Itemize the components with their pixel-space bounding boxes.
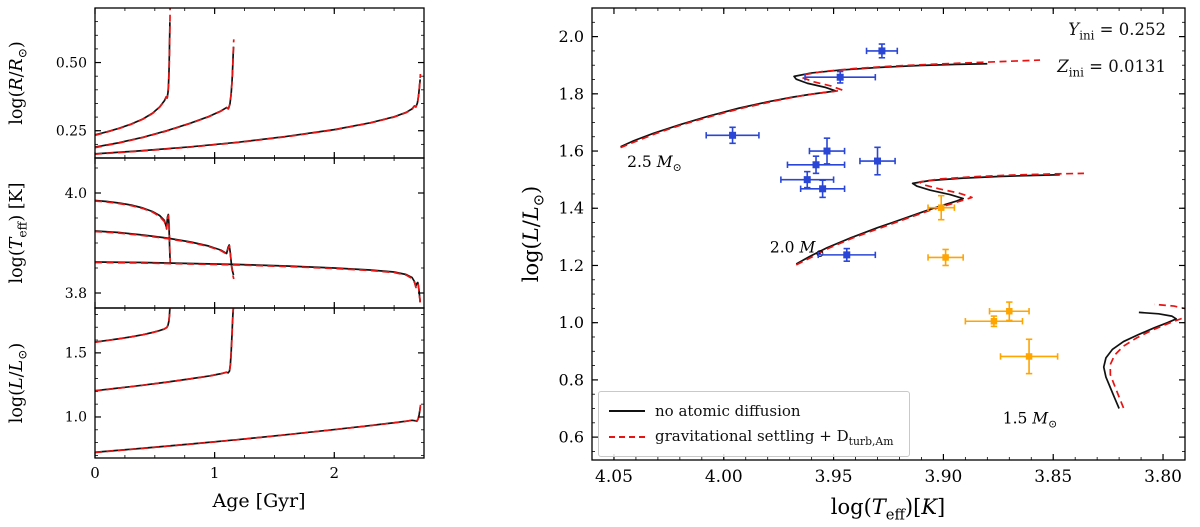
svg-text:0.25: 0.25 — [56, 123, 87, 139]
svg-text:0.8: 0.8 — [559, 370, 584, 389]
left-panel-teff: 3.8 4.0 — [65, 157, 425, 309]
legend: no atomic diffusion gravitational settli… — [598, 391, 911, 457]
svg-text:0.50: 0.50 — [56, 55, 87, 71]
svg-text:1.5: 1.5 — [65, 346, 87, 362]
svg-text:0.6: 0.6 — [559, 428, 584, 447]
hr-panel-tracks — [620, 59, 1185, 409]
left-panel-luminosity-tracks — [95, 308, 422, 454]
legend-label-settling: gravitational settling + Dturb,Am — [655, 426, 894, 448]
legend-item-no-diffusion: no atomic diffusion — [609, 398, 893, 424]
initial-composition-annotations: Yini = 0.252 Zini = 0.0131 — [1057, 14, 1166, 89]
svg-text:3.8: 3.8 — [65, 286, 87, 302]
svg-text:1.2: 1.2 — [559, 256, 584, 275]
svg-text:0: 0 — [90, 464, 100, 482]
dashed-line-swatch-icon — [609, 436, 645, 438]
svg-text:3.80: 3.80 — [1144, 467, 1182, 487]
svg-text:3.95: 3.95 — [815, 467, 853, 487]
svg-text:Age [Gyr]: Age [Gyr] — [212, 490, 306, 512]
annotation-zini: Zini = 0.0131 — [1057, 57, 1166, 80]
svg-text:log(Teff) [K]: log(Teff) [K] — [7, 183, 30, 284]
svg-text:2.5 M⊙: 2.5 M⊙ — [627, 153, 682, 174]
svg-text:1.8: 1.8 — [559, 84, 584, 103]
annotation-yini: Yini = 0.252 — [1068, 20, 1166, 43]
left-panel-luminosity: 1.0 1.5 0 1 2 — [65, 307, 425, 482]
svg-text:3.90: 3.90 — [924, 467, 962, 487]
svg-text:1.6: 1.6 — [559, 141, 584, 160]
svg-text:2: 2 — [329, 464, 339, 482]
mass-labels: 2.5 M⊙ 2.0 M⊙ 1.5 M⊙ — [627, 153, 1057, 431]
svg-text:4.05: 4.05 — [595, 467, 633, 487]
hr-panel: 0.6 0.8 1.0 1.2 1.4 1.6 1.8 2.0 4.05 4.00 3.95 3.90… — [559, 7, 1186, 487]
svg-text:log(R/R⊙): log(R/R⊙) — [7, 41, 30, 125]
svg-text:1: 1 — [210, 464, 220, 482]
svg-text:1.0: 1.0 — [65, 410, 87, 426]
legend-item-settling: gravitational settling + Dturb,Am — [609, 424, 893, 450]
svg-text:1.0: 1.0 — [559, 313, 584, 332]
svg-text:log(L/L⊙): log(L/L⊙) — [519, 186, 548, 283]
svg-text:4.00: 4.00 — [705, 467, 743, 487]
left-panel-radius-tracks — [95, 8, 422, 156]
legend-label-no-diffusion: no atomic diffusion — [655, 402, 801, 420]
left-panel-radius: 0.25 0.50 — [56, 7, 425, 159]
svg-text:1.5 M⊙: 1.5 M⊙ — [1003, 409, 1058, 430]
svg-text:2.0: 2.0 — [559, 27, 584, 46]
solid-line-swatch-icon — [609, 410, 645, 412]
observed-points-blue — [705, 43, 899, 262]
observed-points-orange — [927, 194, 1059, 375]
svg-text:4.0: 4.0 — [65, 186, 87, 202]
left-panel-teff-tracks — [95, 199, 422, 306]
svg-text:1.4: 1.4 — [559, 199, 584, 218]
svg-text:log(Teff)[K]: log(Teff)[K] — [831, 495, 945, 524]
svg-text:log(L/L⊙): log(L/L⊙) — [7, 343, 30, 423]
svg-text:2.0 M⊙: 2.0 M⊙ — [770, 239, 825, 260]
svg-text:3.85: 3.85 — [1034, 467, 1072, 487]
